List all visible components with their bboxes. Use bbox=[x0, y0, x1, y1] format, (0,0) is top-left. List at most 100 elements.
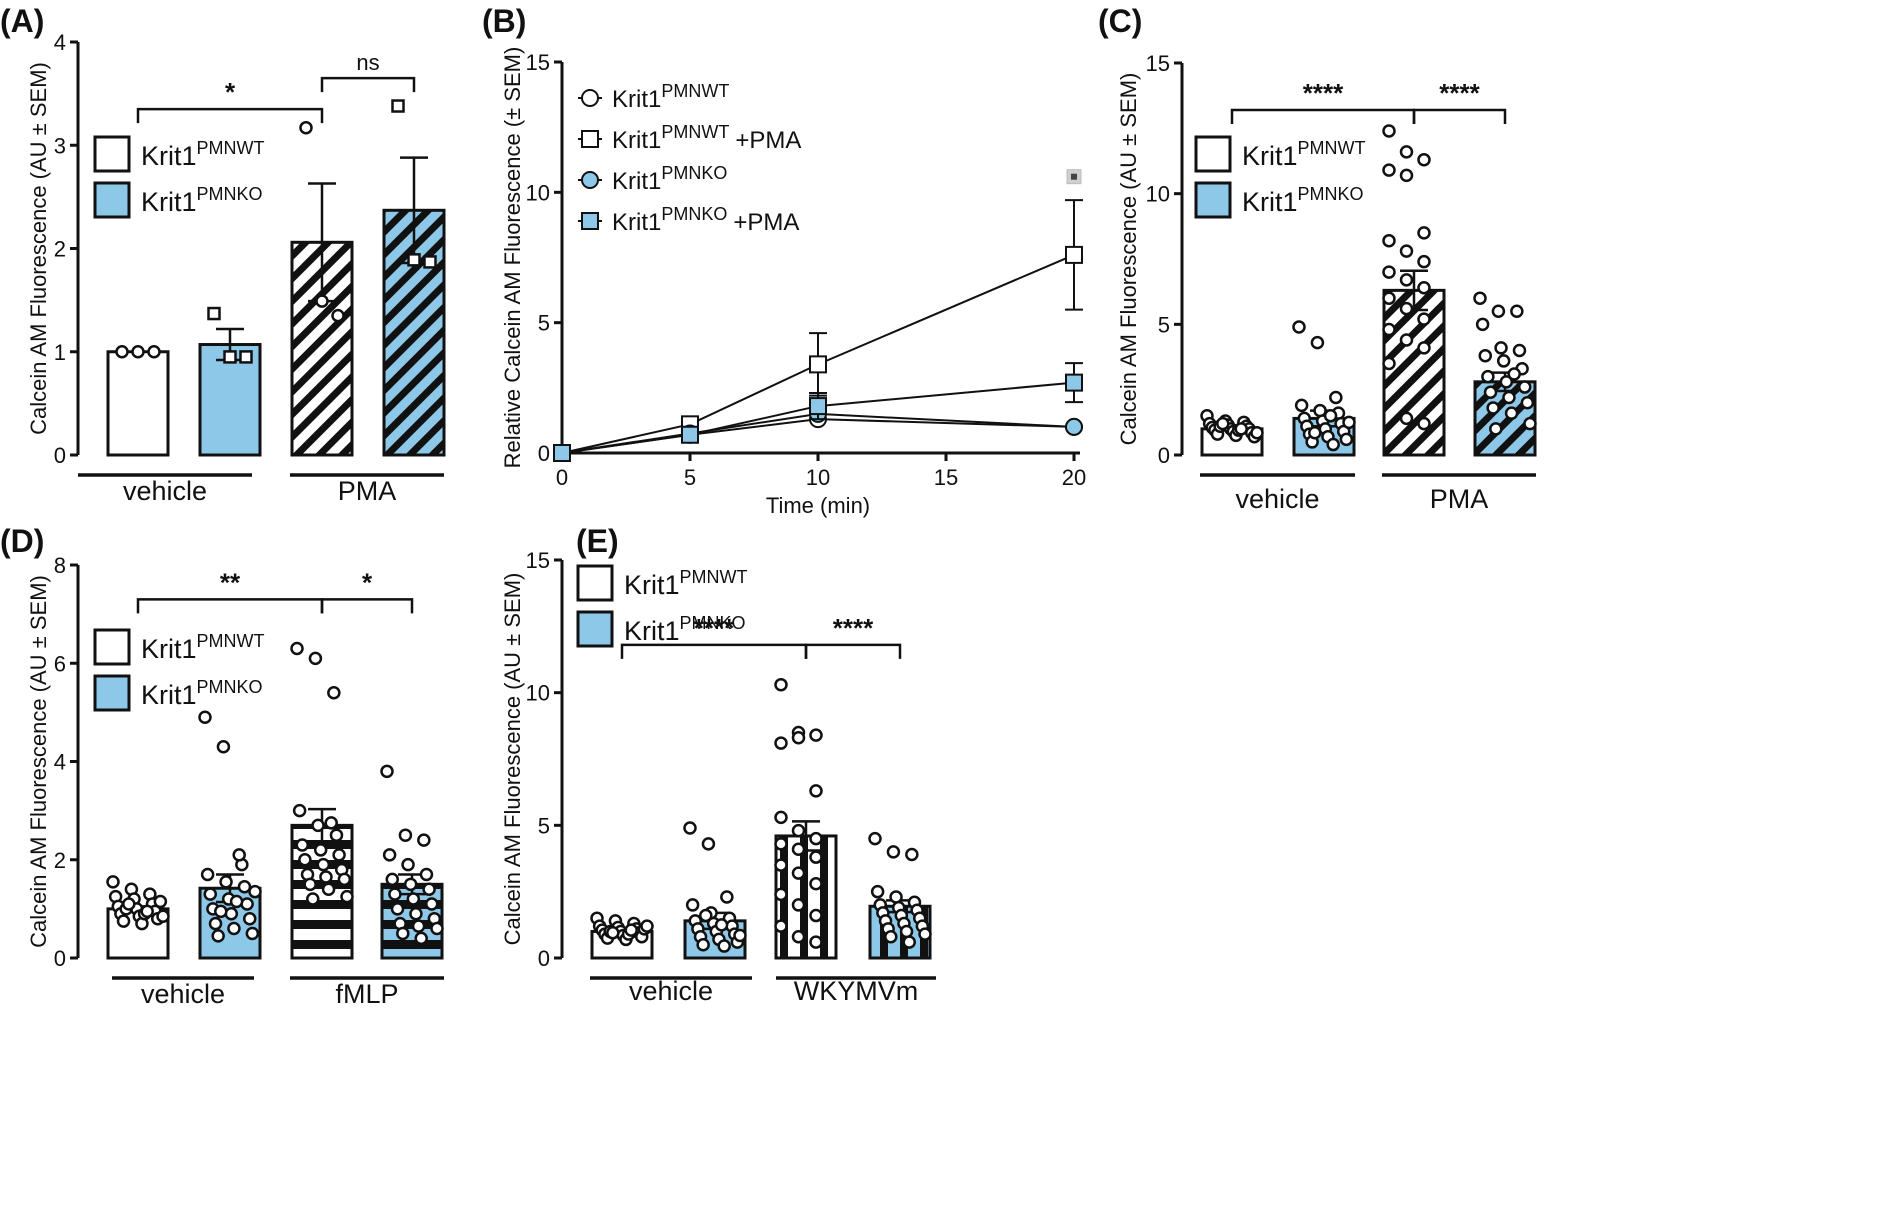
data-point bbox=[809, 728, 823, 742]
data-point bbox=[1326, 437, 1340, 452]
data-point bbox=[1417, 254, 1431, 269]
significance-label: ns bbox=[356, 50, 379, 75]
data-point bbox=[403, 877, 418, 892]
significance-bracket bbox=[320, 598, 414, 614]
data-point bbox=[417, 833, 431, 847]
data-point bbox=[1502, 390, 1516, 405]
data-point bbox=[1523, 416, 1537, 431]
data-point bbox=[240, 897, 254, 911]
data-point bbox=[696, 937, 710, 952]
data-point bbox=[1399, 411, 1414, 426]
data-point bbox=[316, 857, 331, 872]
data-point bbox=[140, 904, 154, 919]
data-point bbox=[409, 907, 423, 921]
data-point bbox=[313, 843, 328, 857]
y-tick-label: 10 bbox=[1146, 182, 1170, 207]
data-point bbox=[1399, 333, 1414, 347]
data-point bbox=[1481, 369, 1495, 384]
y-tick-label: 1 bbox=[54, 340, 66, 365]
y-tick-label: 10 bbox=[526, 681, 550, 706]
data-point bbox=[227, 921, 241, 936]
legend-marker bbox=[581, 212, 599, 230]
series-marker bbox=[1065, 245, 1083, 264]
data-point bbox=[1342, 415, 1356, 430]
group-label: PMA bbox=[1430, 484, 1489, 514]
x-axis-label: Time (min) bbox=[766, 493, 870, 518]
data-point bbox=[1339, 432, 1354, 447]
data-point bbox=[791, 898, 806, 912]
data-point bbox=[1382, 163, 1396, 177]
y-axis-label: Calcein AM Fluorescence (AU ± SEM) bbox=[1116, 73, 1141, 446]
y-axis-label: Calcein AM Fluorescence (AU ± SEM) bbox=[26, 62, 51, 435]
series-marker bbox=[553, 444, 571, 462]
group-label: PMA bbox=[338, 476, 397, 506]
x-tick-label: 20 bbox=[1062, 465, 1086, 490]
data-point bbox=[308, 651, 323, 666]
group-label: vehicle bbox=[123, 476, 207, 506]
data-point bbox=[1512, 343, 1527, 358]
data-point bbox=[324, 816, 338, 830]
series-line bbox=[561, 253, 1075, 454]
data-point bbox=[116, 914, 131, 928]
data-point bbox=[303, 877, 317, 892]
bar bbox=[1382, 288, 1446, 457]
data-point bbox=[208, 916, 223, 931]
data-point bbox=[290, 641, 304, 656]
y-tick-label: 5 bbox=[1158, 312, 1170, 337]
data-point bbox=[1483, 385, 1498, 400]
legend-ko-swatch bbox=[93, 674, 131, 712]
panel-b: (B) 0 5 10 15 0 5 10 15 20 Time (min) Relative Calc… bbox=[482, 3, 1086, 518]
data-point bbox=[1489, 422, 1503, 436]
data-point bbox=[424, 897, 439, 911]
data-point bbox=[391, 99, 405, 113]
group-label: vehicle bbox=[141, 979, 225, 1009]
bar bbox=[106, 350, 170, 457]
y-tick-label: 10 bbox=[526, 180, 550, 205]
legend-marker bbox=[581, 171, 599, 189]
panel-label: (E) bbox=[576, 523, 619, 559]
y-tick-label: 15 bbox=[526, 548, 550, 573]
data-point bbox=[321, 882, 336, 896]
legend-ko-swatch bbox=[1194, 181, 1232, 219]
data-point bbox=[122, 897, 136, 911]
data-point bbox=[311, 818, 325, 833]
data-point bbox=[902, 935, 916, 949]
data-point bbox=[200, 867, 215, 882]
legend-ko-label: Krit1PMNKO bbox=[141, 677, 263, 710]
x-tick-label: 15 bbox=[934, 465, 958, 490]
significance-label: * bbox=[362, 567, 373, 597]
data-point bbox=[1382, 265, 1396, 279]
series-marker bbox=[681, 425, 699, 444]
data-point bbox=[299, 120, 313, 135]
legend-marker bbox=[581, 130, 599, 148]
y-tick-label: 0 bbox=[538, 946, 550, 971]
data-point bbox=[809, 850, 823, 864]
x-tick-label: 10 bbox=[806, 465, 830, 490]
data-point bbox=[198, 710, 212, 725]
data-point bbox=[1486, 401, 1500, 415]
data-point bbox=[419, 867, 434, 882]
data-point bbox=[207, 306, 221, 321]
significance-bracket bbox=[1412, 108, 1507, 125]
data-point bbox=[1507, 367, 1521, 381]
data-point bbox=[1417, 152, 1431, 167]
bar bbox=[382, 208, 446, 457]
data-point bbox=[430, 921, 444, 936]
data-point bbox=[714, 918, 729, 932]
data-point bbox=[1399, 301, 1414, 316]
panel-label: (C) bbox=[1098, 3, 1142, 39]
group-label: vehicle bbox=[629, 976, 713, 1006]
data-point bbox=[699, 908, 713, 923]
data-point bbox=[223, 350, 237, 364]
data-point bbox=[411, 919, 426, 933]
data-point bbox=[1310, 335, 1325, 350]
data-point bbox=[239, 350, 253, 364]
data-point bbox=[406, 892, 421, 906]
panel-label: (B) bbox=[482, 3, 526, 39]
data-point bbox=[422, 882, 436, 896]
legend-wt-label: Krit1PMNWT bbox=[624, 567, 748, 600]
data-point bbox=[918, 927, 932, 941]
data-point bbox=[1399, 244, 1414, 258]
